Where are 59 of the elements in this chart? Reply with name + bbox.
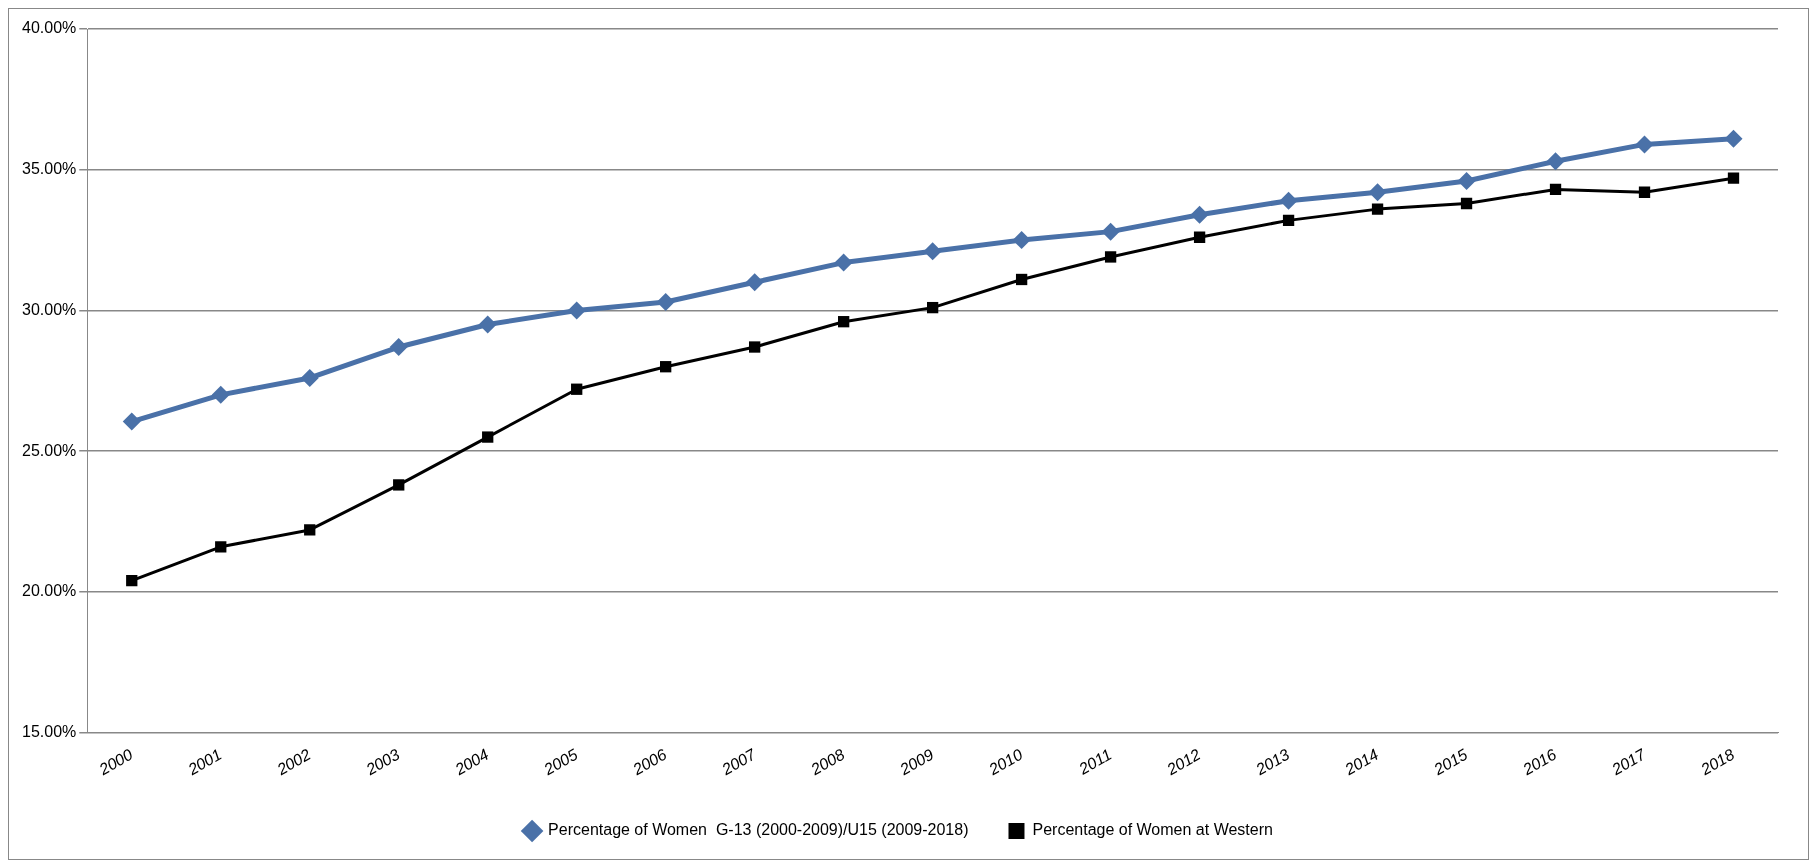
x-tick-label: 2013 [1252,745,1293,779]
point [837,316,850,328]
y-tick-label: 20.00% [22,582,77,600]
point [660,361,672,373]
point [304,524,316,536]
point [1012,231,1031,250]
point [1549,183,1562,196]
point [1457,171,1476,190]
x-tick-label: 2011 [1075,745,1115,779]
point [1724,129,1743,148]
point [1546,152,1565,171]
point [923,242,942,261]
y-tick-label: 15.00% [22,722,77,740]
point [571,383,583,395]
point [1190,205,1209,224]
point [1638,186,1651,198]
y-tick-label: 25.00% [22,441,77,459]
point [478,315,497,334]
x-tick-label: 2018 [1697,745,1738,779]
y-tick-label: 35.00% [22,160,77,178]
y-tick-label: 40.00% [22,19,77,37]
x-tick-label: 2000 [95,745,136,779]
point [656,292,675,311]
point [1727,172,1740,184]
point [389,338,408,357]
point [1635,135,1654,154]
x-tick-label: 2009 [896,745,937,779]
point [567,301,586,320]
x-tick-label: 2001 [184,745,225,779]
point [1101,222,1120,241]
x-tick-label: 2016 [1519,745,1560,779]
point [215,541,227,553]
point [393,479,405,491]
point [1368,183,1387,202]
x-tick-label: 2012 [1163,745,1204,779]
point [300,368,319,387]
point [1282,214,1295,227]
point [745,273,764,292]
point [749,341,761,353]
point [1371,203,1384,215]
point [1104,251,1117,263]
point [122,412,141,431]
point [1460,197,1473,210]
x-tick-label: 2008 [807,745,848,779]
x-tick-label: 2010 [985,745,1026,779]
point [1193,231,1206,243]
point [482,431,494,443]
point [1015,273,1028,286]
point [926,301,939,314]
x-tick-label: 2002 [273,745,314,779]
x-tick-label: 2006 [629,745,670,779]
point [126,574,138,587]
y-tick-label: 30.00% [22,300,77,318]
x-tick-label: 2003 [362,745,403,779]
legend-label: Percentage of Women at Western [1032,821,1273,839]
point [211,385,230,404]
point [834,253,853,272]
legend-label: Percentage of Women G-13 (2000-2009)/U15 (2009-2018) [548,821,969,839]
point [1279,191,1298,210]
